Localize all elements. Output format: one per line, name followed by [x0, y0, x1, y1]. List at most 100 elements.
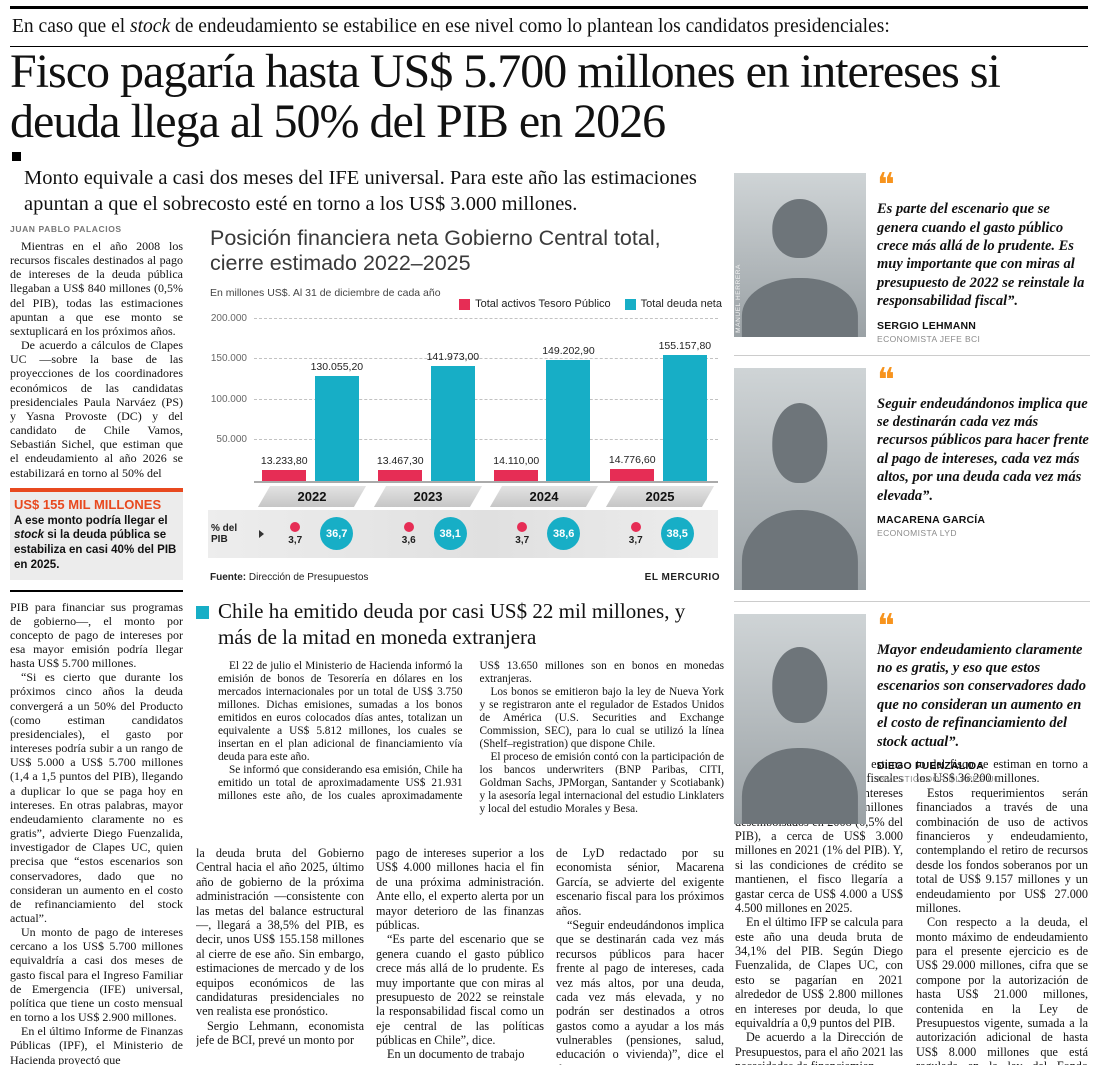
kicker-text-post: de endeudamiento se estabilice en ese ni…	[170, 16, 890, 37]
paragraph: Un monto de pago de intereses cercano a …	[10, 925, 183, 1025]
quote-author: MACARENA GARCÍA	[877, 514, 986, 527]
paragraph: Estos requerimientos serán financiados a…	[916, 785, 1088, 915]
quote-content: ❝ Es parte del escenario que se genera c…	[877, 165, 1090, 344]
paragraph: la deuda bruta del Gobierno Central haci…	[196, 846, 364, 1019]
bar-value-label: 14.110,00	[493, 454, 540, 467]
left-column-paragraphs-bottom: PIB para financiar sus programas de gobi…	[10, 600, 183, 1065]
bar-group-2025: 14.776,60 155.157,80	[602, 313, 718, 481]
bar-wrap: 141.973,00	[426, 350, 480, 481]
highlight-amount: US$ 155 MIL MILLONES	[14, 496, 162, 512]
pib-red-value: 3,7	[628, 534, 643, 546]
chart-pib-row: % del PIB 3,7 36,7 3,6 38,1 3,7 38,6 3,7 38,5	[208, 509, 719, 558]
kicker-text-pre: En caso que el	[12, 16, 131, 37]
year-cell-2025: 2025	[602, 483, 718, 510]
quote-icon: ❝	[877, 605, 895, 645]
bar-deuda-2022	[314, 375, 359, 481]
quote-author-role: INVESTIGADOR CLAPES UC	[877, 774, 1001, 785]
highlight-text-italic: stock	[14, 529, 45, 542]
legend-swatch	[459, 298, 471, 310]
legend-item: Total deuda neta	[624, 298, 722, 310]
paragraph: Sergio Lehmann, economista jefe de BCI, …	[196, 1018, 364, 1048]
quote-author-role: ECONOMISTA LYD	[877, 528, 957, 539]
pib-red-marker: 3,7	[288, 521, 303, 546]
source-text: Dirección de Presupuestos	[246, 571, 369, 583]
bar-deuda-2023	[430, 365, 475, 481]
y-tick-label: 100.000	[210, 393, 247, 405]
bar-wrap: 14.776,60	[609, 454, 656, 481]
bar-value-label: 141.973,00	[426, 350, 480, 363]
paragraph: Los bonos se emitieron bajo la ley de Nu…	[479, 686, 725, 751]
bar-activos-2025	[610, 468, 655, 481]
secondary-article-headline: Chile ha emitido deuda por casi US$ 22 m…	[218, 599, 686, 649]
paragraph: Mientras en el año 2008 los recursos fis…	[10, 239, 183, 338]
bar-wrap: 149.202,90	[542, 345, 595, 481]
highlight-text: A ese monto podría llegar el stock si la…	[14, 514, 179, 573]
bar-value-label: 149.202,90	[542, 344, 595, 357]
chart-pib-groups: 3,7 36,7 3,6 38,1 3,7 38,6 3,7 38,5	[264, 517, 719, 551]
bar-activos-2024	[494, 469, 539, 481]
chart: Posición financiera neta Gobierno Centra…	[196, 226, 724, 583]
quotes-column: MANUEL HERRERA ❝ Es parte del escenario …	[734, 168, 1090, 835]
chart-bars: 13.233,80 130.055,20 13.467,30 141.973,00 14…	[254, 313, 718, 481]
paragraph: Con respecto a la deuda, el monto máximo…	[916, 915, 1088, 1065]
y-tick-label: 200.000	[210, 312, 247, 324]
bar-group-2023: 13.467,30 141.973,00	[370, 313, 486, 481]
year-label: 2023	[413, 488, 443, 504]
pib-red-marker: 3,6	[402, 521, 416, 546]
gridline: 150.000	[211, 353, 718, 364]
chart-subtitle: En millones US$. Al 31 de diciembre de c…	[210, 286, 441, 299]
quote-icon: ❝	[877, 359, 895, 399]
bar-wrap: 13.233,80	[261, 455, 308, 481]
left-column: Mientras en el año 2008 los recursos fis…	[10, 239, 183, 1065]
body-column-3: de LyD redactado por su economista sénio…	[556, 846, 724, 1065]
pib-group-2025: 3,7 38,5	[605, 517, 719, 551]
headline: Fisco pagaría hasta US$ 5.700 millones e…	[10, 45, 1001, 149]
secondary-article-header: Chile ha emitido deuda por casi US$ 22 m…	[196, 599, 724, 650]
bar-value-label: 13.467,30	[376, 454, 424, 467]
quote-author: DIEGO FUENZALIDA	[877, 760, 985, 773]
chart-year-row: 2022 2023 2024 2025	[254, 483, 718, 510]
bar-activos-2023	[378, 469, 423, 481]
deck: Monto equivale a casi dos meses del IFE …	[24, 167, 697, 216]
bar-activos-2022	[262, 469, 307, 481]
photo-sergio-lehmann: MANUEL HERRERA	[734, 173, 866, 337]
chart-source: Fuente: Dirección de Presupuestos	[210, 572, 368, 583]
year-cell-2023: 2023	[370, 483, 486, 510]
pib-teal-value: 38,5	[660, 517, 694, 551]
bar-wrap: 155.157,80	[659, 340, 711, 481]
pib-red-marker: 3,7	[515, 521, 529, 546]
bar-value-label: 13.233,80	[260, 454, 308, 467]
paragraph: En un documento de trabajo	[387, 1047, 525, 1062]
paragraph: PIB para financiar sus programas de gobi…	[10, 599, 183, 671]
quote-author: SERGIO LEHMANN	[877, 319, 977, 332]
chart-title: Posición financiera neta Gobierno Centra…	[210, 226, 661, 276]
arrow-right-icon	[259, 529, 264, 538]
pib-teal-value: 36,7	[320, 517, 354, 551]
chart-legend: Total activos Tesoro Público Total deuda …	[459, 298, 722, 310]
gridline: 200.000	[211, 313, 718, 324]
legend-swatch	[624, 298, 636, 310]
paragraph: Se informó que considerando esa emisión,…	[218, 660, 724, 803]
highlight-text-post: si la deuda pública se estabiliza en cas…	[14, 529, 177, 571]
highlight-text-pre: A ese monto podría llegar el	[14, 514, 168, 527]
pib-teal-value: 38,1	[433, 517, 467, 551]
quote-text: Seguir endeudándonos implica que se dest…	[877, 395, 1089, 504]
bar-wrap: 14.110,00	[493, 455, 539, 481]
bar-group-2022: 13.233,80 130.055,20	[254, 313, 370, 481]
pib-red-value: 3,7	[288, 534, 303, 546]
red-dot-icon	[403, 521, 414, 532]
paragraph: En el último IFP se calcula para este añ…	[735, 915, 903, 1031]
bar-deuda-2024	[546, 359, 591, 481]
quote-block-macarena-garcia: ❝ Seguir endeudándonos implica que se de…	[734, 354, 1090, 601]
quote-author-role: ECONOMISTA JEFE BCI	[877, 333, 981, 344]
paragraph: El 22 de julio el Ministerio de Hacienda…	[218, 660, 463, 764]
square-marker-icon	[12, 152, 21, 161]
byline: JUAN PABLO PALACIOS	[10, 224, 122, 234]
legend-label: Total deuda neta	[640, 298, 722, 310]
paragraph: “Es parte del escenario que se genera cu…	[376, 932, 544, 1048]
quote-icon: ❝	[877, 165, 895, 204]
gridline: 100.000	[211, 394, 718, 405]
bar-wrap: 13.467,30	[377, 455, 424, 481]
source-label: Fuente:	[210, 571, 247, 583]
